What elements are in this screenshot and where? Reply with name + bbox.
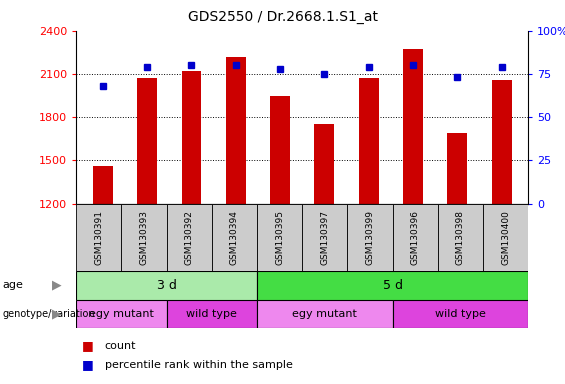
Bar — [302, 204, 347, 271]
Bar — [403, 50, 423, 204]
Bar — [393, 204, 438, 271]
Text: ■: ■ — [82, 358, 94, 371]
Bar — [483, 204, 528, 271]
Text: genotype/variation: genotype/variation — [3, 309, 95, 319]
Bar — [181, 71, 202, 204]
Text: 5 d: 5 d — [383, 279, 403, 291]
Text: age: age — [3, 280, 24, 290]
Text: GSM130397: GSM130397 — [320, 210, 329, 265]
Text: ▶: ▶ — [51, 279, 62, 291]
Text: GSM130399: GSM130399 — [366, 210, 375, 265]
Bar — [438, 204, 483, 271]
Bar — [76, 271, 257, 300]
Text: wild type: wild type — [435, 309, 486, 319]
Bar — [76, 300, 167, 328]
Bar — [212, 204, 257, 271]
Text: wild type: wild type — [186, 309, 237, 319]
Text: GSM130398: GSM130398 — [456, 210, 465, 265]
Bar — [492, 80, 512, 204]
Bar — [137, 78, 157, 204]
Bar — [347, 204, 393, 271]
Text: percentile rank within the sample: percentile rank within the sample — [105, 360, 293, 370]
Bar — [76, 204, 121, 271]
Text: GDS2550 / Dr.2668.1.S1_at: GDS2550 / Dr.2668.1.S1_at — [188, 10, 377, 23]
Text: GSM130392: GSM130392 — [185, 210, 194, 265]
Text: GSM130393: GSM130393 — [140, 210, 149, 265]
Bar — [447, 133, 467, 204]
Bar — [257, 204, 302, 271]
Text: GSM130400: GSM130400 — [501, 210, 510, 265]
Bar — [167, 300, 257, 328]
Bar — [270, 96, 290, 204]
Bar — [257, 271, 528, 300]
Text: GSM130391: GSM130391 — [94, 210, 103, 265]
Text: count: count — [105, 341, 136, 351]
Text: 3 d: 3 d — [157, 279, 177, 291]
Bar — [226, 56, 246, 204]
Text: GSM130394: GSM130394 — [230, 210, 239, 265]
Text: egy mutant: egy mutant — [89, 309, 154, 319]
Bar — [93, 166, 113, 204]
Text: egy mutant: egy mutant — [293, 309, 357, 319]
Bar — [257, 300, 393, 328]
Bar — [167, 204, 212, 271]
Bar — [121, 204, 167, 271]
Bar — [393, 300, 528, 328]
Bar — [315, 124, 334, 204]
Text: ▶: ▶ — [51, 308, 62, 320]
Text: ■: ■ — [82, 339, 94, 352]
Bar — [359, 78, 379, 204]
Text: GSM130396: GSM130396 — [411, 210, 420, 265]
Text: GSM130395: GSM130395 — [275, 210, 284, 265]
